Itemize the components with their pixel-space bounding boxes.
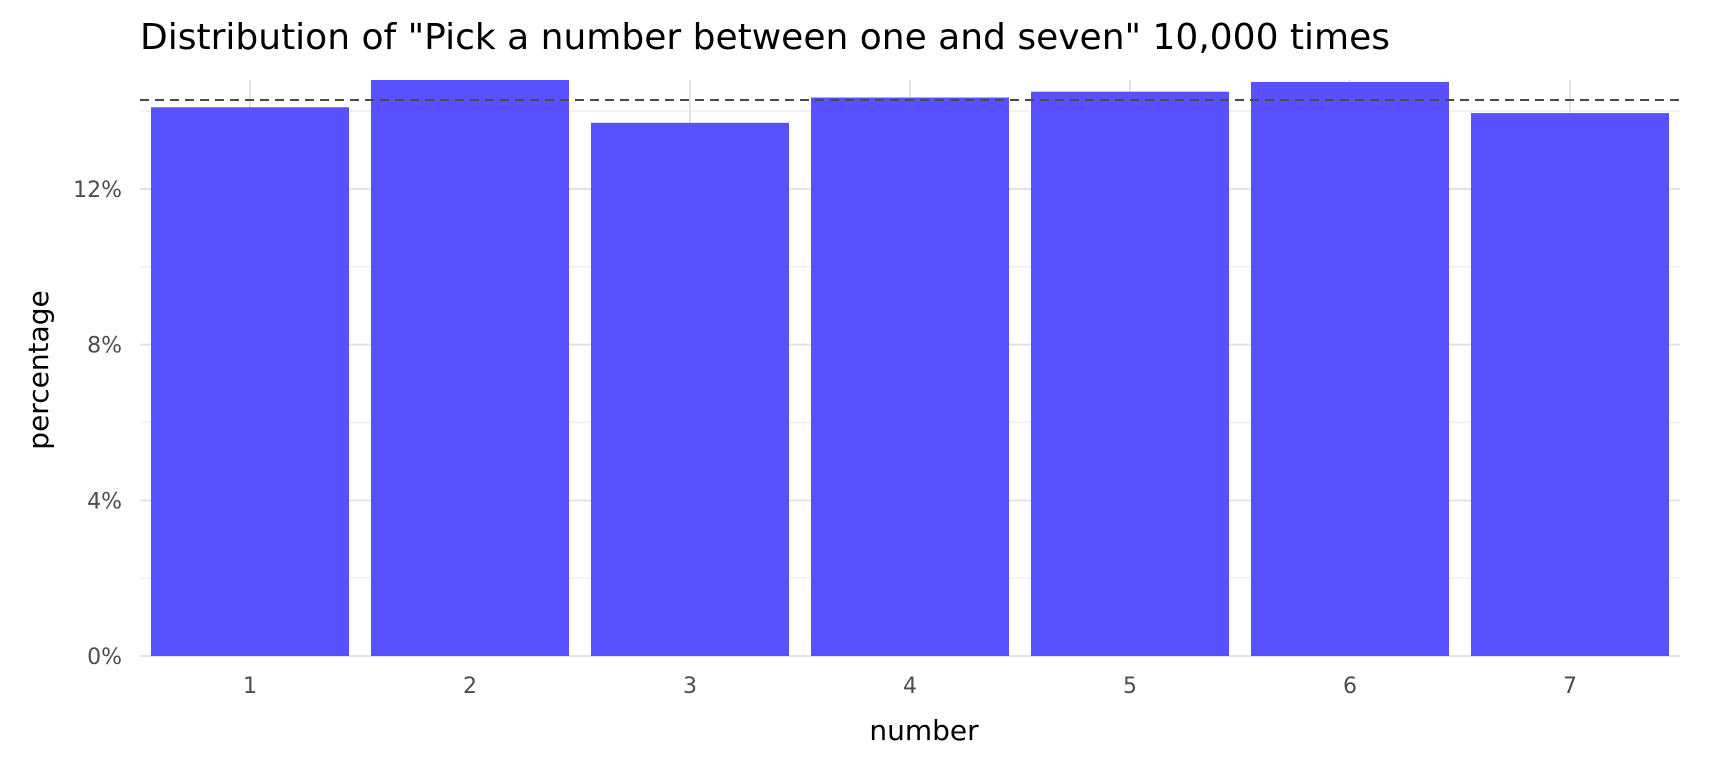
x-tick-label: 2 (463, 674, 477, 699)
x-axis-label: number (869, 714, 979, 747)
y-tick-label: 12% (73, 178, 122, 203)
bar-5 (1031, 91, 1229, 657)
bar-2 (371, 80, 569, 656)
bar-1 (151, 107, 349, 657)
x-tick-label: 6 (1343, 674, 1357, 699)
x-tick-label: 1 (243, 674, 257, 699)
bar-7 (1471, 113, 1669, 657)
x-tick-label: 4 (903, 674, 917, 699)
x-tick-label: 5 (1123, 674, 1137, 699)
chart-title: Distribution of "Pick a number between o… (140, 17, 1390, 58)
bar-4 (811, 97, 1009, 657)
y-tick-label: 8% (87, 334, 122, 359)
bar-6 (1251, 81, 1449, 657)
bars (151, 80, 1669, 657)
y-tick-label: 4% (87, 489, 122, 514)
x-tick-label: 3 (683, 674, 697, 699)
bar-3 (591, 122, 789, 657)
y-axis-ticks: 0% 4% 8% 12% (73, 178, 122, 670)
x-axis-ticks: 1 2 3 4 5 6 7 (243, 674, 1577, 699)
y-axis-label: percentage (22, 290, 55, 449)
y-tick-label: 0% (87, 645, 122, 670)
x-tick-label: 7 (1563, 674, 1577, 699)
